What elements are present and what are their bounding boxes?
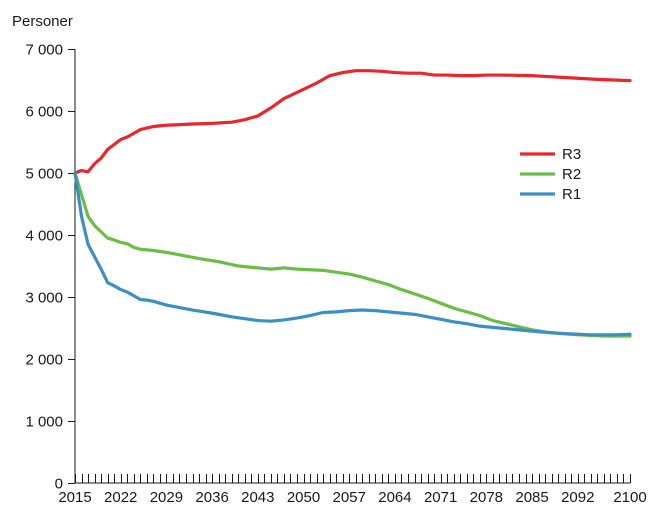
y-tick-label: 0 — [55, 476, 63, 493]
x-tick-label: 2022 — [104, 489, 137, 506]
y-tick-label: 4 000 — [25, 228, 63, 245]
legend-label-r1: R1 — [562, 186, 581, 203]
series-line-r3 — [73, 69, 632, 175]
y-tick-label: 3 000 — [25, 290, 63, 307]
series-layer — [73, 69, 632, 338]
x-tick-label: 2015 — [58, 489, 91, 506]
x-tick-label: 2064 — [378, 489, 411, 506]
x-tick-label: 2071 — [424, 489, 457, 506]
x-tick-label: 2050 — [287, 489, 320, 506]
x-tick-label: 2043 — [241, 489, 274, 506]
series-line-r2 — [73, 171, 632, 338]
y-tick-label: 5 000 — [25, 166, 63, 183]
y-tick-label: 7 000 — [25, 42, 63, 59]
x-tick-label: 2100 — [613, 489, 646, 506]
legend-label-r2: R2 — [562, 166, 581, 183]
legend: R3 R2 R1 — [520, 146, 581, 203]
x-tick-label: 2085 — [515, 489, 548, 506]
y-tick-label: 1 000 — [25, 414, 63, 431]
series-line-r1 — [73, 171, 632, 337]
y-tick-label: 6 000 — [25, 104, 63, 121]
y-tick-label: 2 000 — [25, 352, 63, 369]
x-tick-label: 2029 — [150, 489, 183, 506]
x-tick-label: 2057 — [333, 489, 366, 506]
x-tick-label: 2078 — [470, 489, 503, 506]
axes: 0 1 000 2 000 3 000 4 000 5 000 6 000 7 000 2015… — [25, 42, 646, 507]
y-axis-label: Personer — [12, 13, 73, 30]
x-tick-label: 2092 — [561, 489, 594, 506]
legend-label-r3: R3 — [562, 146, 581, 163]
x-tick-label: 2036 — [195, 489, 228, 506]
